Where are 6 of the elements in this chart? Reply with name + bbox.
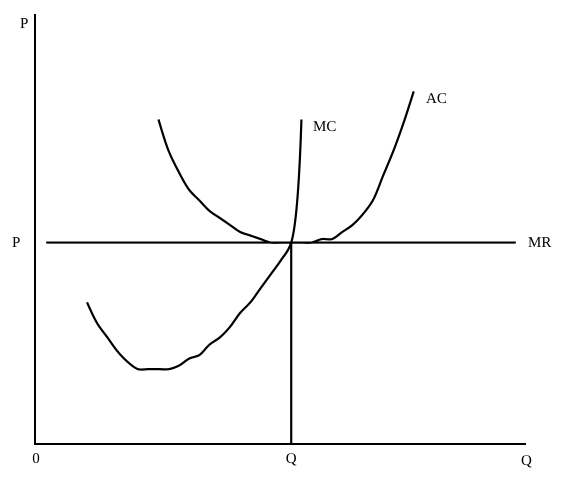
y-axis-title: P xyxy=(20,16,28,32)
text: P xyxy=(12,235,20,251)
series-label: MR xyxy=(528,235,552,251)
series-label: AC xyxy=(426,91,447,107)
x-tick-label: 0 xyxy=(32,451,40,467)
series-label: MC xyxy=(313,119,336,135)
